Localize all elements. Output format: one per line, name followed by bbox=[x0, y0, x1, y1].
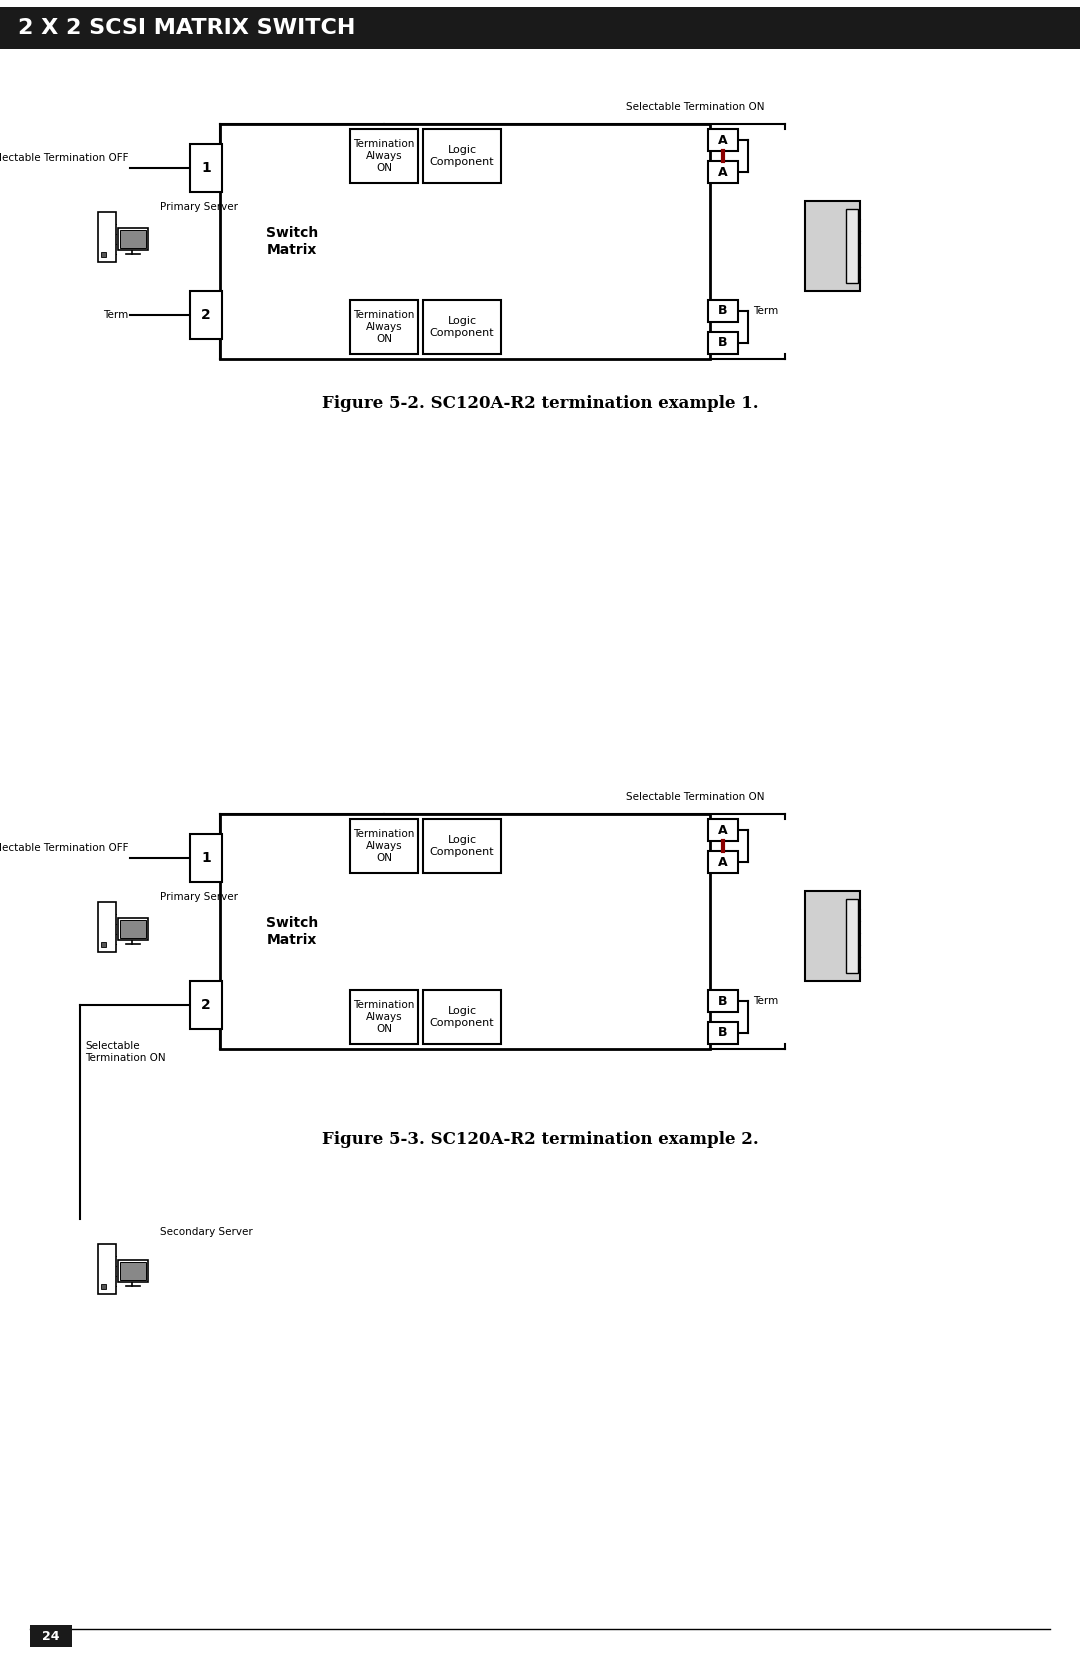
Bar bbox=[190, 144, 222, 192]
Bar bbox=[220, 814, 710, 1050]
Text: Switch
Matrix: Switch Matrix bbox=[266, 227, 319, 257]
Bar bbox=[350, 819, 418, 873]
Text: 1: 1 bbox=[201, 160, 211, 175]
Bar bbox=[846, 900, 858, 973]
Text: 24: 24 bbox=[42, 1629, 59, 1642]
Text: B: B bbox=[718, 1026, 728, 1040]
Bar bbox=[98, 901, 116, 951]
Text: Selectable Termination OFF: Selectable Termination OFF bbox=[0, 154, 129, 164]
Bar bbox=[350, 300, 418, 354]
Bar bbox=[120, 230, 146, 249]
Bar bbox=[98, 1243, 116, 1293]
Bar bbox=[118, 229, 148, 250]
Text: 2: 2 bbox=[201, 998, 211, 1011]
Bar bbox=[708, 990, 738, 1011]
Bar bbox=[118, 1260, 148, 1282]
Bar bbox=[708, 819, 738, 841]
Bar bbox=[423, 300, 501, 354]
Bar bbox=[190, 290, 222, 339]
Bar bbox=[708, 129, 738, 150]
Bar bbox=[846, 210, 858, 284]
Bar bbox=[708, 1021, 738, 1045]
Text: B: B bbox=[718, 337, 728, 349]
Text: 2: 2 bbox=[201, 309, 211, 322]
Text: Logic
Component: Logic Component bbox=[430, 1006, 495, 1028]
Text: B: B bbox=[718, 995, 728, 1008]
Text: A: A bbox=[718, 165, 728, 179]
Bar bbox=[190, 981, 222, 1030]
Text: Termination
Always
ON: Termination Always ON bbox=[353, 140, 415, 172]
Bar bbox=[423, 819, 501, 873]
Text: Term: Term bbox=[753, 305, 779, 315]
Bar bbox=[118, 918, 148, 940]
Text: Logic
Component: Logic Component bbox=[430, 145, 495, 167]
Bar bbox=[805, 202, 860, 292]
Bar bbox=[120, 1262, 146, 1280]
Bar bbox=[708, 851, 738, 873]
Text: Logic
Component: Logic Component bbox=[430, 315, 495, 337]
Bar bbox=[708, 332, 738, 354]
Bar bbox=[350, 129, 418, 184]
Bar bbox=[120, 920, 146, 938]
Text: Figure 5-3. SC120A-R2 termination example 2.: Figure 5-3. SC120A-R2 termination exampl… bbox=[322, 1130, 758, 1148]
Text: A: A bbox=[718, 134, 728, 147]
Text: Term: Term bbox=[753, 996, 779, 1006]
Bar bbox=[102, 1283, 106, 1288]
Bar bbox=[220, 124, 710, 359]
Text: Termination
Always
ON: Termination Always ON bbox=[353, 310, 415, 344]
Bar bbox=[350, 990, 418, 1045]
Bar bbox=[102, 941, 106, 946]
Text: Selectable
Termination ON: Selectable Termination ON bbox=[85, 1041, 165, 1063]
Bar bbox=[190, 834, 222, 881]
Bar bbox=[423, 990, 501, 1045]
Text: Primary Server: Primary Server bbox=[160, 202, 238, 212]
Bar bbox=[708, 300, 738, 322]
Text: B: B bbox=[718, 304, 728, 317]
Text: Primary Server: Primary Server bbox=[160, 891, 238, 901]
Text: A: A bbox=[718, 856, 728, 868]
Text: 1: 1 bbox=[201, 851, 211, 865]
Bar bbox=[0, 7, 1080, 48]
Text: Termination
Always
ON: Termination Always ON bbox=[353, 1000, 415, 1033]
Bar bbox=[805, 891, 860, 981]
Text: 2 X 2 SCSI MATRIX SWITCH: 2 X 2 SCSI MATRIX SWITCH bbox=[18, 18, 355, 38]
Text: Figure 5-2. SC120A-R2 termination example 1.: Figure 5-2. SC120A-R2 termination exampl… bbox=[322, 396, 758, 412]
Text: Selectable Termination OFF: Selectable Termination OFF bbox=[0, 843, 129, 853]
Text: Selectable Termination ON: Selectable Termination ON bbox=[626, 793, 765, 803]
Bar bbox=[30, 1626, 72, 1647]
Text: Selectable Termination ON: Selectable Termination ON bbox=[626, 102, 765, 112]
Bar bbox=[423, 129, 501, 184]
Text: Termination
Always
ON: Termination Always ON bbox=[353, 829, 415, 863]
Text: Term: Term bbox=[103, 310, 129, 320]
Text: Secondary Server: Secondary Server bbox=[160, 1227, 253, 1237]
Text: Logic
Component: Logic Component bbox=[430, 834, 495, 856]
Text: Switch
Matrix: Switch Matrix bbox=[266, 916, 319, 946]
Bar bbox=[708, 160, 738, 184]
Bar bbox=[102, 252, 106, 257]
Bar bbox=[98, 212, 116, 262]
Text: A: A bbox=[718, 823, 728, 836]
